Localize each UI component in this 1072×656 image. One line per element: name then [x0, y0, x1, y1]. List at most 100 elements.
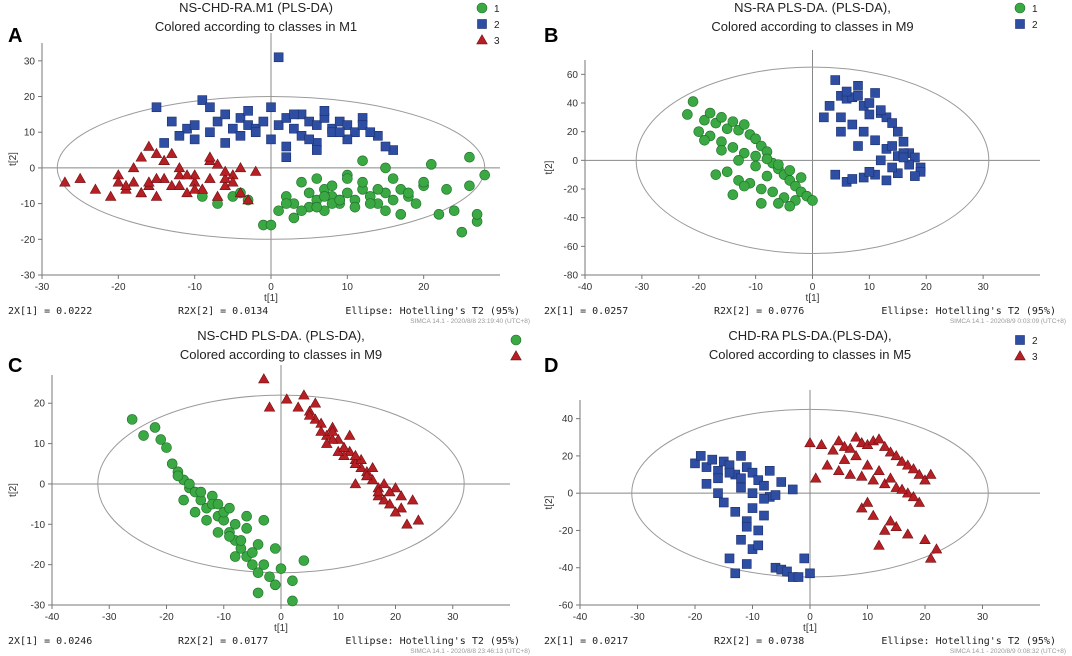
data-point [884, 446, 897, 457]
data-point [380, 162, 391, 174]
data-point [205, 102, 215, 113]
data-point [309, 397, 322, 408]
data-point [395, 209, 407, 220]
x-tick-label: -40 [573, 612, 588, 623]
data-point [850, 450, 862, 461]
data-point [913, 468, 926, 479]
data-point [211, 158, 224, 169]
data-point [730, 568, 741, 579]
data-point [793, 572, 804, 582]
y-tick-label: 20 [567, 127, 579, 138]
x-tick-label: 30 [447, 612, 459, 623]
data-point [410, 198, 422, 209]
data-point [456, 226, 468, 238]
data-point [211, 190, 224, 201]
x-tick-label: 0 [807, 612, 813, 623]
data-point [787, 484, 798, 495]
data-point [759, 480, 769, 491]
data-point [252, 587, 264, 599]
data-point [281, 141, 292, 152]
data-point [809, 472, 822, 483]
data-point [864, 98, 875, 108]
data-point [784, 165, 796, 176]
data-point [855, 470, 868, 481]
data-point [727, 189, 739, 201]
data-point [263, 401, 276, 412]
data-point [311, 145, 322, 155]
x-tick-label: -10 [748, 282, 763, 293]
x-tick-label: -40 [45, 612, 60, 623]
data-point [311, 173, 323, 184]
y-tick-label: 0 [29, 163, 35, 174]
data-point [913, 496, 926, 507]
data-point [836, 126, 846, 137]
y-tick-label: -80 [564, 271, 579, 282]
panel-c: C NS-CHD PLS-DA. (PLS-DA), Colored accordi… [8, 328, 530, 655]
data-point [736, 482, 746, 493]
data-point [387, 194, 399, 206]
data-point [138, 430, 149, 441]
data-point [747, 503, 758, 513]
panel-letter: A [8, 25, 22, 47]
data-point [135, 187, 148, 198]
data-point [853, 81, 863, 91]
data-point [224, 531, 235, 542]
data-point [227, 176, 239, 187]
data-point [930, 543, 943, 554]
data-point [919, 533, 931, 545]
ellipse-text: Ellipse: Hotelling's T2 (95%) [345, 306, 520, 317]
y-axis-label: t[2] [544, 495, 555, 509]
data-point [349, 478, 362, 489]
data-point [189, 120, 200, 130]
data-point [59, 176, 71, 187]
data-point [258, 559, 270, 570]
data-point [418, 176, 429, 188]
data-point [120, 179, 132, 191]
y-tick-label: 20 [24, 92, 36, 103]
y-tick-label: -30 [21, 271, 36, 282]
legend-marker [476, 2, 488, 14]
data-point [721, 123, 733, 135]
data-point [127, 162, 140, 173]
data-point [252, 539, 264, 550]
data-point [395, 502, 407, 513]
data-point [873, 464, 885, 476]
x-tick-label: -20 [692, 282, 707, 293]
data-point [303, 187, 315, 199]
data-point [234, 162, 247, 173]
data-point [235, 113, 246, 123]
data-point [406, 494, 419, 505]
data-point [864, 109, 875, 120]
x-tick-label: 0 [268, 282, 274, 293]
r2x2-text: R2X[2] = 0.0776 [714, 306, 804, 317]
x-tick-label: 20 [921, 282, 933, 293]
legend-marker [1015, 335, 1025, 345]
panel-d: D CHD-RA PLS-DA.(PLS-DA), Colored accordin… [544, 328, 1066, 655]
data-point [896, 483, 908, 494]
data-point [841, 86, 852, 97]
panel-b: B NS-RA PLS-DA. (PLS-DA), Colored accordin… [544, 0, 1066, 325]
data-point [321, 437, 333, 448]
data-point [292, 401, 304, 412]
data-point [736, 473, 746, 484]
data-point [298, 555, 310, 566]
data-point [387, 173, 399, 184]
x-tick-label: 30 [977, 612, 989, 623]
data-point [342, 134, 353, 145]
data-point [713, 473, 723, 484]
x-tick-label: 10 [333, 612, 345, 623]
data-point [126, 414, 138, 425]
y-tick-label: 60 [567, 70, 579, 81]
legend-label: 2 [1032, 20, 1038, 31]
data-point [287, 595, 298, 607]
data-point [753, 525, 764, 536]
y-tick-label: -30 [31, 601, 46, 612]
data-point [761, 153, 773, 165]
y-tick-label: 30 [24, 56, 36, 67]
r2x2-text: R2X[2] = 0.0134 [178, 306, 268, 317]
data-point [281, 152, 292, 163]
data-point [205, 127, 215, 138]
y-tick-label: -60 [559, 601, 574, 612]
data-point [334, 127, 345, 138]
